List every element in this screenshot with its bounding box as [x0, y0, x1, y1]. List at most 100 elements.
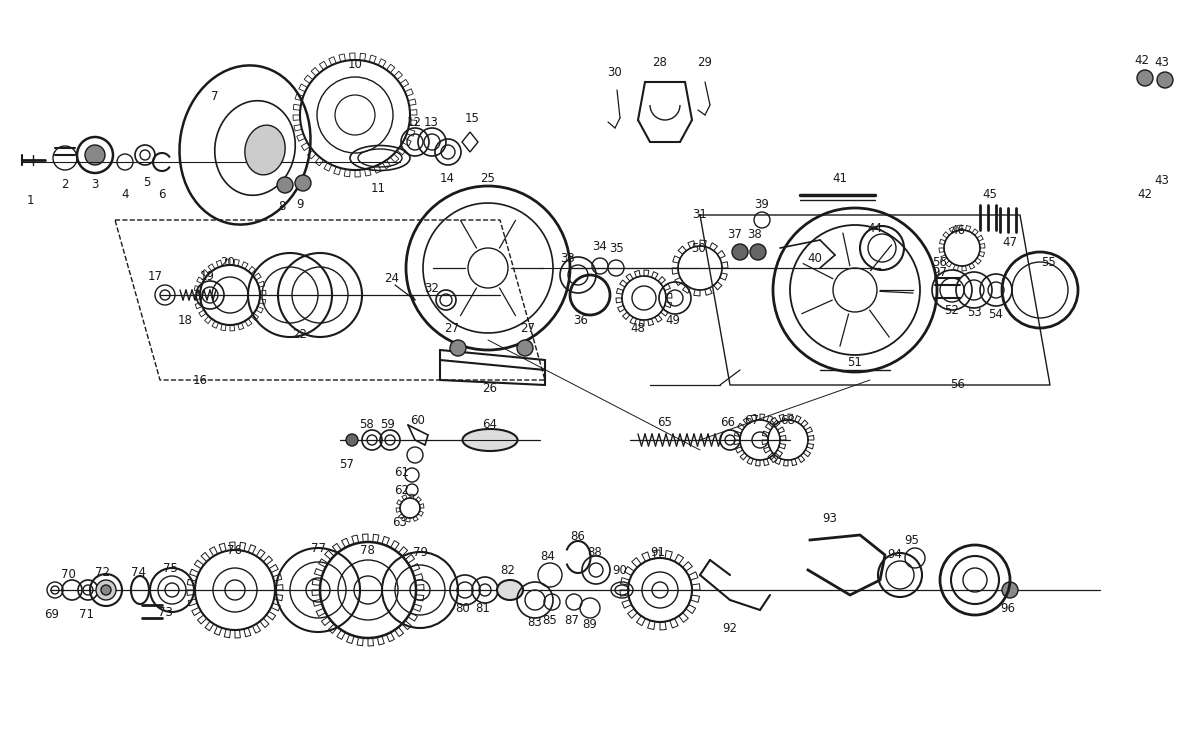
Text: 17: 17 — [148, 270, 162, 284]
Text: 43: 43 — [1154, 173, 1170, 187]
Text: 26: 26 — [482, 382, 498, 394]
Text: 43: 43 — [1154, 56, 1170, 68]
Text: 19: 19 — [199, 270, 215, 284]
Text: 10: 10 — [348, 59, 362, 71]
Circle shape — [101, 585, 112, 595]
Text: 13: 13 — [424, 116, 438, 128]
Circle shape — [1138, 70, 1153, 86]
Text: 39: 39 — [755, 198, 769, 210]
Text: 3: 3 — [91, 179, 98, 191]
Text: 15: 15 — [464, 111, 480, 124]
Text: 88: 88 — [588, 547, 602, 559]
Circle shape — [346, 434, 358, 446]
Text: 96: 96 — [1001, 602, 1015, 614]
Text: 14: 14 — [439, 171, 455, 185]
Text: 5: 5 — [143, 176, 151, 190]
Text: 69: 69 — [44, 608, 60, 622]
Text: 9: 9 — [296, 198, 304, 210]
Text: 76: 76 — [227, 543, 241, 556]
Text: 49: 49 — [666, 313, 680, 327]
Text: 29: 29 — [697, 56, 713, 68]
Text: 94: 94 — [888, 548, 902, 562]
Text: 50: 50 — [691, 242, 706, 254]
Text: 67: 67 — [744, 414, 760, 428]
Text: 92: 92 — [722, 622, 738, 634]
Text: 90: 90 — [612, 563, 628, 576]
Text: 86: 86 — [570, 530, 586, 542]
Text: 95: 95 — [905, 534, 919, 547]
Text: 35: 35 — [610, 242, 624, 254]
Circle shape — [750, 244, 766, 260]
Text: 52: 52 — [944, 304, 960, 316]
Text: 12: 12 — [407, 116, 421, 128]
Text: 65: 65 — [658, 416, 672, 428]
Circle shape — [277, 177, 293, 193]
Text: 6: 6 — [158, 188, 166, 202]
Text: 53: 53 — [967, 305, 982, 319]
Text: 58: 58 — [359, 417, 373, 431]
Text: 59: 59 — [380, 417, 396, 431]
Text: 46: 46 — [950, 224, 966, 236]
Text: 54: 54 — [989, 308, 1003, 321]
Text: 25: 25 — [480, 171, 496, 185]
Text: 30: 30 — [607, 65, 623, 79]
Text: 75: 75 — [162, 562, 178, 574]
Text: 91: 91 — [650, 547, 666, 559]
Ellipse shape — [245, 125, 286, 175]
Circle shape — [450, 340, 466, 356]
Text: 62: 62 — [395, 483, 409, 496]
Text: 24: 24 — [384, 271, 400, 285]
Text: 72: 72 — [96, 567, 110, 579]
Text: 64: 64 — [482, 419, 498, 431]
Text: 1: 1 — [26, 193, 34, 207]
Text: 47: 47 — [1002, 236, 1018, 248]
Text: 66: 66 — [720, 416, 736, 428]
Text: 48: 48 — [630, 322, 646, 334]
Text: 55: 55 — [1040, 256, 1055, 268]
Text: 8: 8 — [278, 199, 286, 213]
Text: 78: 78 — [360, 543, 374, 556]
Circle shape — [85, 145, 106, 165]
Text: 61: 61 — [395, 467, 409, 479]
Text: 32: 32 — [425, 282, 439, 294]
Text: 38: 38 — [748, 228, 762, 242]
Circle shape — [1002, 582, 1018, 598]
Text: 42: 42 — [1138, 188, 1152, 202]
Text: 97: 97 — [932, 265, 948, 279]
Text: 2: 2 — [61, 179, 68, 191]
Text: 28: 28 — [653, 56, 667, 68]
Text: 84: 84 — [540, 550, 556, 562]
Circle shape — [96, 580, 116, 600]
Text: 82: 82 — [500, 563, 516, 576]
Text: 44: 44 — [868, 222, 882, 234]
Text: 36: 36 — [574, 313, 588, 327]
Text: 87: 87 — [564, 614, 580, 626]
Text: 11: 11 — [371, 182, 385, 194]
Text: 31: 31 — [692, 208, 708, 222]
Circle shape — [295, 175, 311, 191]
Text: 83: 83 — [528, 616, 542, 628]
Text: 4: 4 — [121, 188, 128, 202]
Text: 74: 74 — [131, 565, 145, 579]
Text: 57: 57 — [340, 459, 354, 471]
Text: 71: 71 — [78, 608, 94, 622]
Text: 41: 41 — [833, 171, 847, 185]
Text: 70: 70 — [60, 568, 76, 582]
Text: 22: 22 — [293, 328, 307, 342]
Text: 40: 40 — [808, 251, 822, 265]
Text: 73: 73 — [157, 605, 173, 619]
Text: 34: 34 — [593, 239, 607, 253]
Text: 60: 60 — [410, 413, 426, 427]
Text: 63: 63 — [392, 516, 408, 528]
Text: 45: 45 — [983, 187, 997, 201]
Text: 77: 77 — [311, 542, 325, 554]
Text: 93: 93 — [822, 511, 838, 525]
Text: 16: 16 — [192, 373, 208, 387]
Text: 51: 51 — [847, 356, 863, 368]
Text: 7: 7 — [211, 90, 218, 102]
Circle shape — [1157, 72, 1174, 88]
Text: 81: 81 — [475, 602, 491, 614]
Text: 68: 68 — [780, 414, 796, 428]
Text: 18: 18 — [178, 313, 192, 327]
Text: 27: 27 — [521, 322, 535, 334]
